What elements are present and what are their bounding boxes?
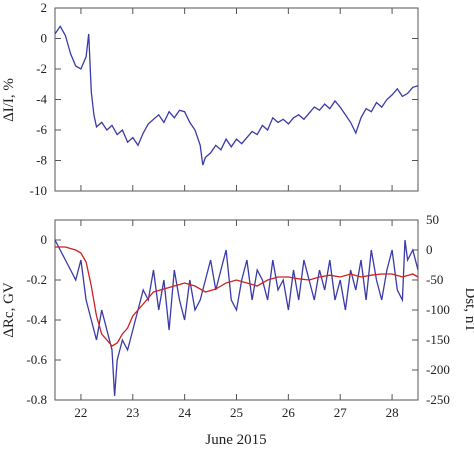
bottom-left-y-axis-label: ΔRc, GV <box>1 282 17 338</box>
top-series-group <box>54 25 419 166</box>
bottom-y-tick-label: -0.6 <box>26 352 47 367</box>
bottom-right-y-tick-label: -150 <box>426 332 450 347</box>
bottom-left-y-ticks: 0 -0.2 -0.4 -0.6 -0.8 <box>26 232 61 407</box>
top-y-tick-label: -8 <box>36 153 47 168</box>
bottom-x-tick-label: 22 <box>74 405 87 420</box>
bottom-x-tick-label: 28 <box>386 405 399 420</box>
bottom-right-y-tick-label: -200 <box>426 362 450 377</box>
bottom-x-tick-label: 26 <box>282 405 296 420</box>
bottom-series-group <box>54 239 419 397</box>
bottom-y-tick-label: 0 <box>41 232 48 247</box>
top-x-ticks <box>80 8 393 191</box>
bottom-series-line-right <box>55 246 419 347</box>
bottom-x-tick-label: 25 <box>230 405 243 420</box>
top-y-tick-label: -4 <box>36 92 47 107</box>
top-panel: 2 0 -2 -4 -6 -8 -10 ΔI/I, % <box>1 0 419 198</box>
bottom-right-y-tick-label: -250 <box>426 392 450 407</box>
bottom-x-ticks: 22 23 24 25 26 27 28 <box>74 220 399 420</box>
top-y-tick-label: 0 <box>41 31 48 46</box>
top-y-axis-label: ΔI/I, % <box>1 78 17 122</box>
bottom-right-y-tick-label: 50 <box>426 212 439 227</box>
bottom-x-axis-label: June 2015 <box>205 432 266 448</box>
bottom-right-y-axis-label: Dst, nT <box>462 288 474 333</box>
bottom-x-tick-label: 27 <box>334 405 348 420</box>
bottom-y-tick-label: -0.4 <box>26 312 47 327</box>
top-y-tick-label: -10 <box>30 183 47 198</box>
bottom-x-tick-label: 23 <box>126 405 139 420</box>
top-plot-frame <box>54 7 419 192</box>
top-y-ticks: 2 0 -2 -4 -6 -8 -10 <box>30 0 418 198</box>
bottom-right-y-tick-label: -100 <box>426 302 450 317</box>
top-series-line <box>54 25 419 166</box>
bottom-right-y-tick-label: 0 <box>426 242 433 257</box>
bottom-panel: 0 -0.2 -0.4 -0.6 -0.8 50 0 -50 -100 -150 -200 -250… <box>1 212 474 448</box>
bottom-y-tick-label: -0.8 <box>26 392 47 407</box>
top-y-tick-label: -6 <box>36 122 47 137</box>
top-y-tick-label: -2 <box>36 61 47 76</box>
bottom-y-tick-label: -0.2 <box>26 272 47 287</box>
top-y-tick-label: 2 <box>41 0 48 15</box>
bottom-x-tick-label: 24 <box>178 405 192 420</box>
bottom-right-y-tick-label: -50 <box>426 272 443 287</box>
bottom-series-line-left <box>54 239 419 397</box>
